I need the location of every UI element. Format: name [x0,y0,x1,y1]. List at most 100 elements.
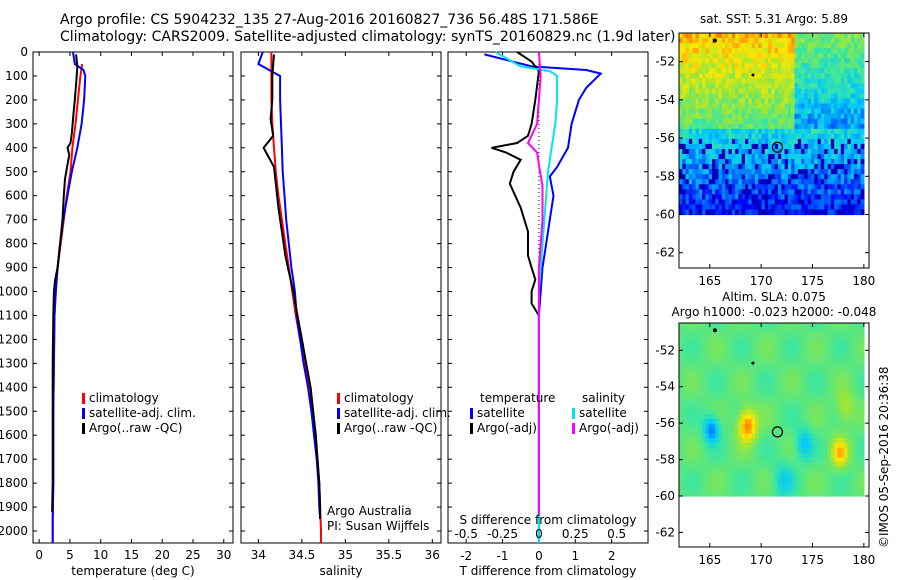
map-cell [718,194,723,200]
map-cell [787,404,792,411]
map-cell [787,123,792,130]
sst-map-raster [679,33,865,216]
map-cell [702,476,706,483]
map-cell [807,347,812,353]
map-cell [741,481,746,487]
map-cell [824,113,829,120]
map-cell [827,371,832,377]
map-cell [685,476,690,483]
map-cell [768,476,772,483]
map-cell [771,342,776,348]
depth-tick-label: 800 [5,237,28,251]
map-cell [754,103,759,110]
map-cell [708,179,713,185]
map-cell [705,457,710,463]
map-cell [804,409,809,415]
map-cell [784,351,789,358]
map-cell [679,448,683,454]
map-cell [708,433,713,439]
map-cell [768,491,772,497]
map-cell [754,128,759,135]
map-cell [708,128,713,135]
map-cell [801,199,805,205]
map-cell [679,209,683,216]
map-cell [718,438,723,444]
map-cell [844,438,848,444]
map-cell [844,174,848,180]
map-cell [758,481,763,487]
map-cell [778,409,782,415]
map-cell [771,443,776,449]
map-cell [820,113,825,120]
map-cell [837,409,842,415]
map-cell [682,347,687,353]
map-cell [735,93,739,100]
map-cell [794,199,799,205]
map-cell [801,184,805,190]
map-cell [824,123,829,130]
map-cell [834,199,839,205]
map-cell [748,98,753,105]
map-cell [702,199,706,205]
map-cell [735,189,739,195]
map-cell [725,73,730,79]
map-cell [758,356,763,362]
map-cell [735,351,739,358]
map-cell [702,351,706,358]
map-cell [682,149,687,155]
map-cell [751,159,756,165]
map-cell [811,380,815,387]
map-cell [817,164,822,170]
map-cell [820,103,825,110]
map-cell [708,43,713,49]
map-cell [718,342,723,348]
map-cell [718,371,723,377]
differences-series-argo-adj- [526,51,544,515]
map-cell [834,189,839,195]
map-cell [738,462,743,468]
map-cell [771,209,776,216]
map-cell [764,371,769,377]
map-cell [731,93,736,100]
map-cell [702,164,706,170]
map-cell [721,457,726,463]
map-cell [738,428,743,435]
map-cell [695,342,700,348]
map-cell [735,184,739,190]
map-cell [784,438,789,444]
map-cell [804,133,809,140]
map-cell [695,467,700,473]
map-cell [791,351,796,358]
map-cell [850,385,855,391]
map-cell [695,351,700,358]
map-cell [840,399,845,406]
map-cell [718,63,723,69]
map-cell [827,103,832,110]
map-cell [857,179,862,185]
map-cell [702,154,706,160]
map-cell [840,327,845,334]
map-cell [791,472,796,478]
map-cell [688,356,693,362]
map-cell [837,385,842,391]
map-cell [857,375,862,382]
map-cell [774,123,779,130]
map-cell [688,390,693,396]
map-cell [807,48,812,54]
map-cell [857,476,862,483]
map-cell [758,452,763,459]
map-cell [725,113,730,120]
map-cell [834,356,839,362]
map-cell [804,48,809,54]
map-cell [721,462,726,468]
differences-legend-label: satellite [477,406,525,420]
map-cell [830,347,835,353]
map-cell [820,351,825,358]
map-cell [741,149,746,155]
map-cell [778,356,782,362]
map-cell [682,356,687,362]
map-cell [768,83,772,89]
map-cell [784,179,789,185]
map-cell [787,481,792,487]
map-cell [814,88,819,95]
